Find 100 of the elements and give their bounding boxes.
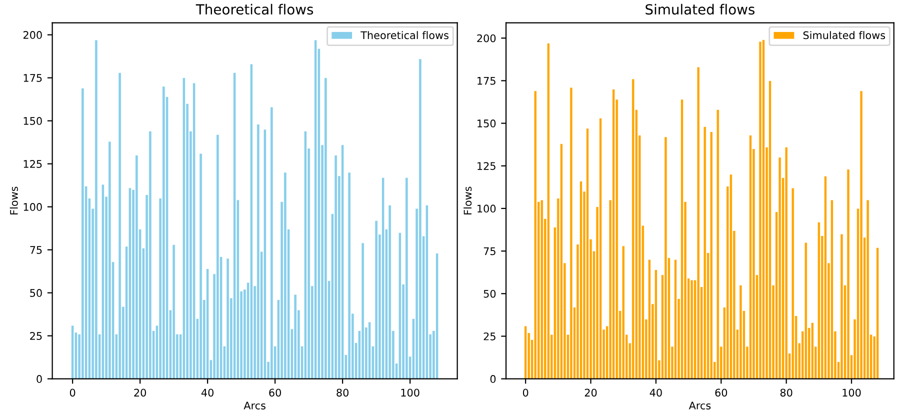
bar (758, 41, 762, 379)
bar (546, 43, 550, 379)
x-tick-label: 0 (70, 388, 76, 397)
x-tick-label: 20 (134, 388, 146, 397)
bar (148, 130, 152, 379)
y-tick-label: 75 (484, 247, 496, 256)
bar (226, 258, 230, 379)
legend-label: Simulated flows (803, 31, 886, 40)
bar (748, 134, 752, 379)
bar (840, 234, 844, 379)
y-tick-label: 50 (484, 290, 496, 298)
x-axis-title: Arcs (244, 402, 266, 410)
bar (622, 246, 625, 379)
bar (348, 172, 351, 379)
bar (817, 222, 820, 379)
bar (216, 134, 220, 379)
bar (314, 40, 318, 379)
y-tick-label: 0 (36, 375, 42, 383)
bar (128, 188, 132, 379)
y-tick-label: 75 (30, 246, 42, 254)
bar (540, 200, 544, 379)
bar (233, 72, 236, 379)
y-tick-label: 100 (478, 204, 496, 213)
y-tick-label: 100 (24, 203, 42, 211)
bar (436, 253, 439, 379)
legend-label: Theoretical flows (360, 31, 448, 40)
bar (778, 157, 782, 379)
bar (860, 90, 863, 379)
bar (334, 155, 338, 379)
bar (294, 294, 297, 379)
bar (304, 130, 307, 379)
x-tick-label: 60 (715, 388, 728, 397)
bar (199, 153, 202, 379)
y-tick-label: 175 (24, 74, 42, 82)
bar (612, 89, 616, 379)
bar (648, 259, 651, 379)
bar (192, 82, 196, 379)
bar (182, 78, 186, 379)
bar (270, 106, 274, 379)
bar (524, 326, 528, 379)
bar (560, 144, 563, 379)
bar (101, 184, 104, 379)
bar (405, 177, 408, 379)
bar (579, 180, 582, 379)
bar (690, 280, 694, 379)
x-tick-label: 40 (201, 388, 214, 397)
bar (263, 129, 266, 379)
bar (866, 200, 870, 379)
y-tick-label: 150 (478, 120, 496, 128)
bar (118, 72, 122, 379)
bar (324, 78, 328, 379)
bar (876, 247, 880, 379)
bar (729, 174, 732, 379)
bar (680, 99, 684, 379)
x-tick-label: 100 (401, 388, 420, 397)
bar (418, 58, 422, 379)
x-tick-label: 20 (584, 388, 597, 397)
bar (810, 322, 814, 379)
y-tick-label: 150 (24, 117, 42, 125)
bar (398, 232, 402, 379)
bar (664, 136, 668, 379)
bar (710, 132, 713, 379)
bar (696, 66, 700, 379)
bar (256, 124, 260, 379)
x-tick-label: 0 (522, 388, 528, 397)
bar (703, 126, 706, 379)
bar (846, 169, 850, 379)
bar (570, 87, 573, 379)
y-tick-label: 50 (30, 289, 42, 297)
y-tick-label: 200 (23, 31, 42, 39)
y-tick-label: 25 (484, 332, 496, 340)
bar (374, 220, 378, 379)
bar (172, 244, 176, 379)
bar (71, 325, 74, 379)
y-axis-title: Flows (464, 186, 472, 214)
y-axis-title: Flows (10, 186, 18, 214)
bar (599, 118, 602, 379)
y-tick-label: 200 (477, 34, 496, 42)
bar (382, 177, 385, 379)
bar (368, 322, 372, 379)
y-tick-label: 125 (24, 160, 42, 168)
bar (284, 172, 287, 379)
y-tick-label: 175 (478, 77, 496, 85)
x-tick-label: 60 (269, 388, 281, 397)
y-tick-label: 0 (490, 375, 496, 383)
bar (784, 146, 788, 379)
bar (206, 268, 210, 379)
bar (830, 200, 834, 379)
bar (716, 109, 720, 379)
bar (425, 204, 428, 379)
x-tick-label: 80 (336, 388, 348, 397)
bar (824, 176, 827, 379)
bar (94, 40, 98, 379)
bar (791, 188, 794, 379)
bar (586, 128, 590, 379)
x-tick-label: 100 (842, 388, 861, 397)
bar (674, 259, 678, 379)
chart-title: Simulated flows (646, 4, 754, 15)
bar (341, 144, 344, 379)
bar (388, 204, 392, 379)
